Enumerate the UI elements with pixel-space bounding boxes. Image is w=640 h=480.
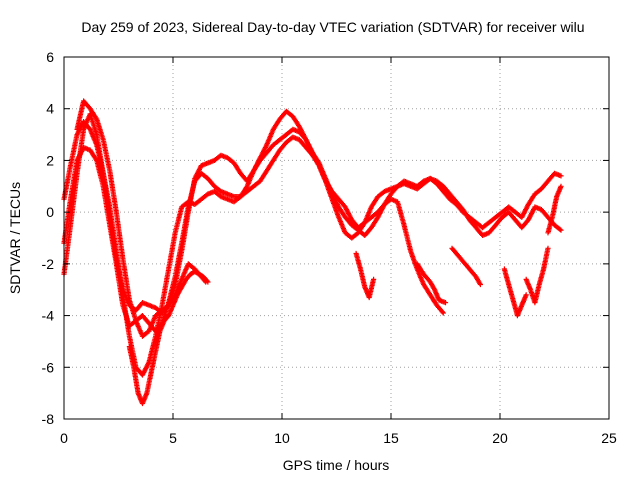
x-tick-label: 25 [601,430,617,446]
data-point-marker [477,281,483,288]
data-point-marker [558,183,564,189]
x-tick-label: 15 [383,430,399,446]
x-tick-label: 5 [169,430,177,446]
series-arc-9 [501,266,529,319]
data-point-marker [545,245,551,251]
series-arc-5 [126,269,211,407]
y-tick-label: 4 [46,101,54,117]
x-axis-label: GPS time / hours [283,457,390,473]
data-point-marker [205,279,211,285]
y-tick-label: 2 [46,152,54,168]
y-tick-label: -4 [42,308,55,324]
axis-ticks: 0 5 10 15 20 25 -8 -6 -4 -2 0 2 4 6 [42,49,617,446]
y-tick-label: -2 [42,256,55,272]
chart-title: Day 259 of 2023, Sidereal Day-to-day VTE… [81,19,584,35]
data-point-marker [439,309,445,315]
data-markers [61,98,564,407]
series-arc-4 [74,98,564,339]
data-point-marker [558,173,564,179]
data-point-marker [371,276,377,282]
plot-frame [63,56,610,420]
data-point-marker [442,300,449,306]
series-arc-11 [545,183,564,236]
y-tick-label: -6 [42,359,55,375]
data-point-marker [558,227,564,233]
y-tick-label: 0 [46,204,54,220]
x-tick-label: 0 [60,430,68,446]
series-arc-8 [449,245,483,288]
data-point-marker [204,278,210,284]
y-tick-label: 6 [46,49,54,65]
series-arc-6 [353,250,377,301]
data-point-marker [557,226,563,232]
series-arc-3 [61,134,564,334]
x-tick-label: 10 [274,430,290,446]
series-arc-7 [414,261,449,306]
series-arc-10 [523,245,551,306]
x-tick-label: 20 [492,430,508,446]
data-point-marker [523,292,529,298]
y-tick-label: -8 [42,411,55,427]
y-axis-label: SDTVAR / TECUs [7,182,23,294]
data-point-marker [440,310,446,316]
